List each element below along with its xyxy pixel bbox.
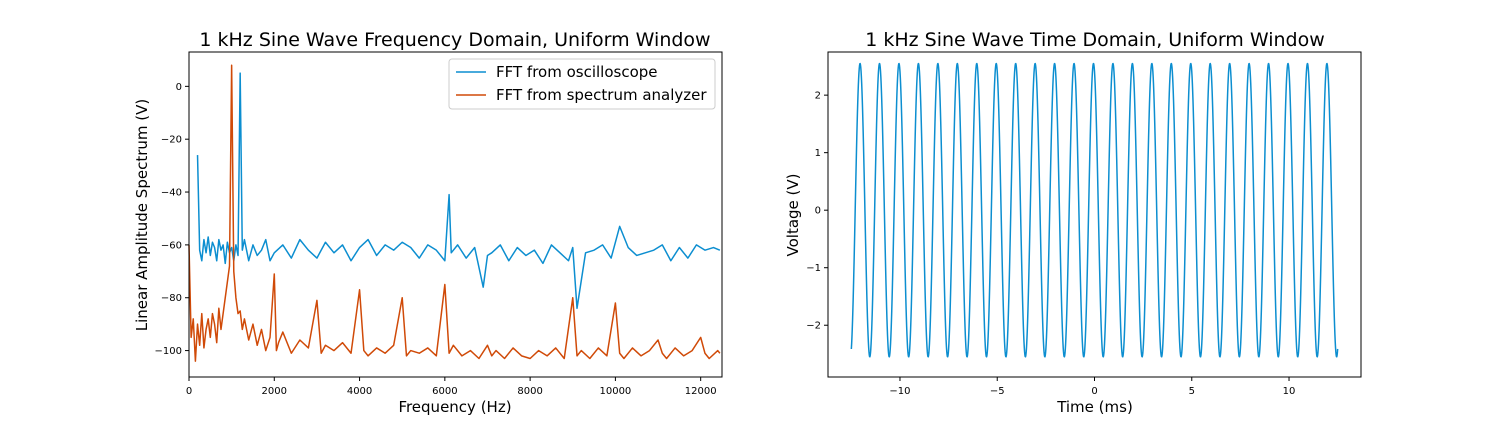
x-tick-label: 5 xyxy=(1189,386,1195,397)
x-tick-label: −10 xyxy=(889,386,910,397)
series-line-0 xyxy=(196,72,721,310)
y-ticks: 0 −20 −40 −60 −80 −100 xyxy=(155,82,189,357)
x-tick-label: 8000 xyxy=(517,386,542,397)
legend-label-oscilloscope: FFT from oscilloscope xyxy=(496,63,658,81)
y-tick-label: −1 xyxy=(806,263,821,274)
y-tick-label: −80 xyxy=(161,293,182,304)
y-tick-label: −100 xyxy=(155,346,182,357)
series-line-1 xyxy=(188,64,721,362)
time-domain-chart: 1 kHz Sine Wave Time Domain, Uniform Win… xyxy=(784,29,1362,416)
x-axis-label: Time (ms) xyxy=(1056,398,1133,416)
y-tick-label: −60 xyxy=(161,240,182,251)
y-tick-label: −20 xyxy=(161,135,182,146)
x-tick-label: 10000 xyxy=(599,386,631,397)
x-tick-label: 4000 xyxy=(347,386,372,397)
x-tick-label: 6000 xyxy=(432,386,457,397)
axes-frame xyxy=(188,51,723,378)
legend: FFT from oscilloscope FFT from spectrum … xyxy=(448,58,716,110)
axes-frame xyxy=(827,51,1362,378)
chart-title: 1 kHz Sine Wave Frequency Domain, Unifor… xyxy=(199,29,710,51)
x-tick-label: −5 xyxy=(990,386,1005,397)
y-ticks: 2 1 0 −1 −2 xyxy=(806,91,828,332)
y-tick-label: 0 xyxy=(815,206,821,217)
x-tick-label: 0 xyxy=(1091,386,1097,397)
x-tick-label: 0 xyxy=(186,386,192,397)
y-tick-label: 2 xyxy=(815,91,821,102)
x-tick-label: 12000 xyxy=(685,386,717,397)
plot-area xyxy=(850,62,1339,358)
legend-box xyxy=(448,58,716,110)
series-line-0 xyxy=(850,62,1339,358)
chart-title: 1 kHz Sine Wave Time Domain, Uniform Win… xyxy=(865,29,1325,51)
y-axis-label: Linear Amplitude Spectrum (V) xyxy=(133,99,151,331)
y-tick-label: 1 xyxy=(815,148,821,159)
y-tick-label: −40 xyxy=(161,188,182,199)
y-tick-label: −2 xyxy=(806,321,821,332)
frequency-domain-chart: 1 kHz Sine Wave Frequency Domain, Unifor… xyxy=(133,29,723,416)
legend-label-analyzer: FFT from spectrum analyzer xyxy=(496,86,707,104)
x-ticks: 0 2000 4000 6000 8000 10000 12000 xyxy=(186,377,717,397)
y-axis-label: Voltage (V) xyxy=(784,174,802,257)
plot-area xyxy=(188,64,721,362)
x-axis-label: Frequency (Hz) xyxy=(398,398,511,416)
y-tick-label: 0 xyxy=(176,82,182,93)
x-ticks: −10 −5 0 5 10 xyxy=(889,377,1295,397)
x-tick-label: 2000 xyxy=(262,386,287,397)
x-tick-label: 10 xyxy=(1283,386,1296,397)
